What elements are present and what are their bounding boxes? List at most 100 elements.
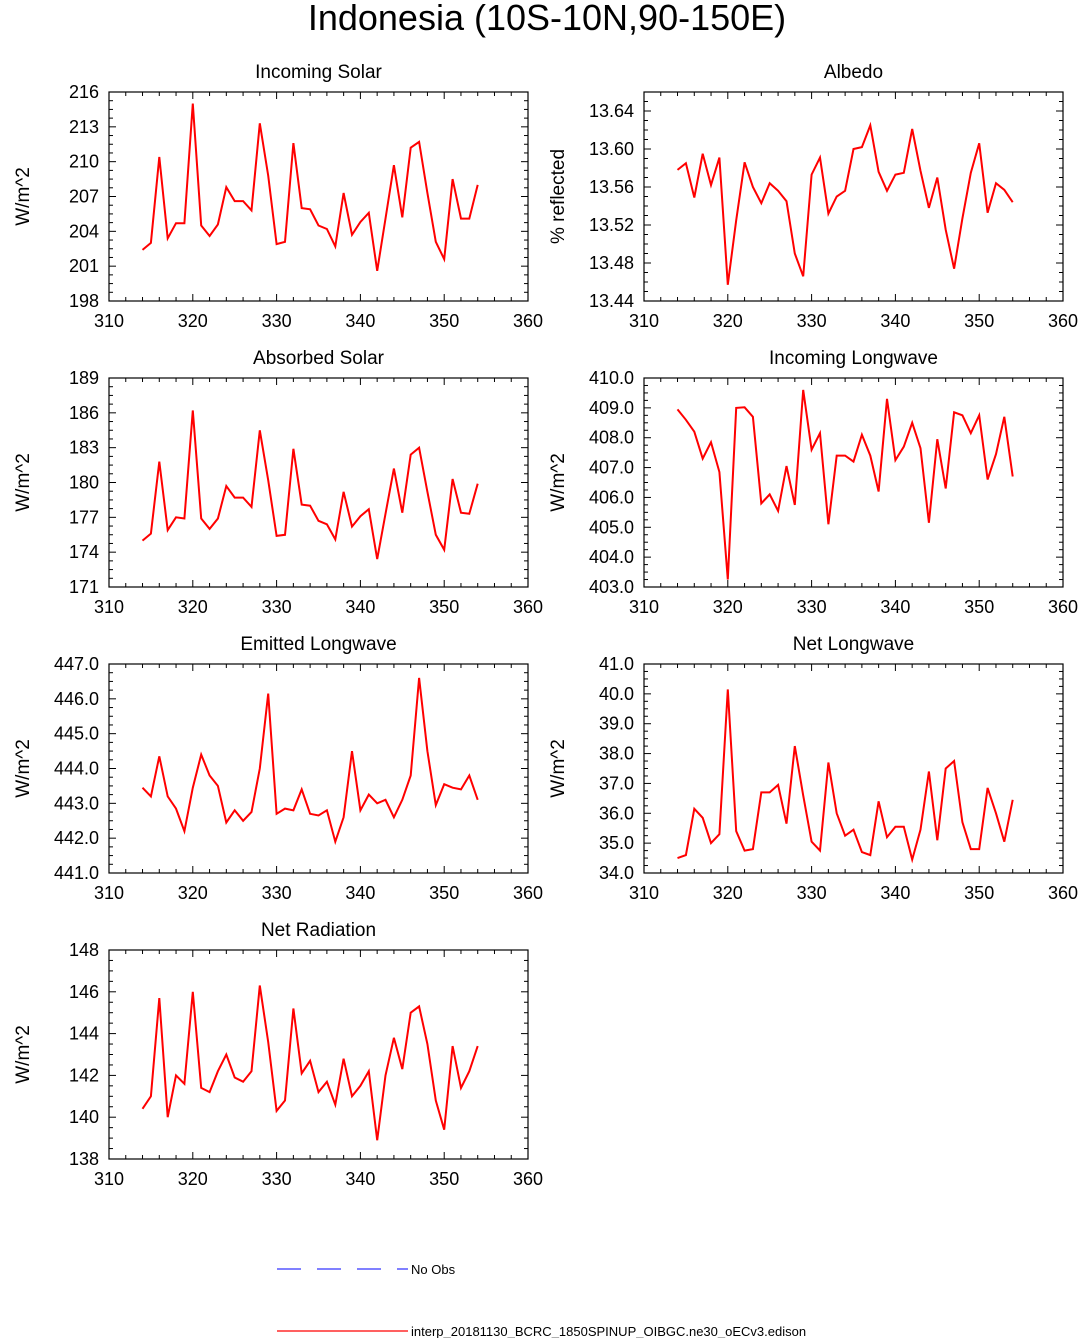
- x-tick-label: 310: [629, 311, 659, 331]
- y-axis-label: W/m^2: [13, 1025, 34, 1084]
- x-tick-label: 360: [1048, 597, 1078, 617]
- series-line-emitted-longwave: [141, 677, 479, 846]
- y-tick-label: 37.0: [599, 773, 634, 793]
- y-tick-label: 441.0: [54, 863, 99, 883]
- x-tick-label: 340: [880, 311, 910, 331]
- x-tick-label: 360: [1048, 311, 1078, 331]
- x-tick-label: 330: [797, 883, 827, 903]
- figure-title: Indonesia (10S-10N,90-150E): [308, 0, 786, 38]
- y-tick-label: 204: [69, 221, 99, 241]
- panel-title: Albedo: [824, 62, 883, 83]
- x-tick-label: 350: [429, 597, 459, 617]
- x-tick-label: 350: [964, 597, 994, 617]
- panel-incoming-longwave: Incoming Longwave 310 320 330 340 350 360 403.0…: [548, 348, 1078, 617]
- y-tick-label: 408.0: [589, 428, 634, 448]
- panel-net-radiation: Net Radiation 310 320 330 340 350 360 138 140 142…: [13, 920, 543, 1189]
- y-tick-label: 210: [69, 152, 99, 172]
- y-tick-label: 446.0: [54, 689, 99, 709]
- panel-title: Incoming Longwave: [769, 348, 938, 369]
- panel-title: Incoming Solar: [255, 62, 382, 83]
- x-tick-label: 320: [713, 311, 743, 331]
- x-tick-label: 350: [964, 883, 994, 903]
- series-line-albedo: [676, 121, 1014, 285]
- panel-title: Net Longwave: [793, 634, 914, 655]
- plot-frame: [108, 663, 529, 874]
- x-tick-label: 330: [262, 1169, 292, 1189]
- y-tick-label: 146: [69, 982, 99, 1002]
- y-axis-label: % reflected: [548, 149, 569, 244]
- y-axis-label: W/m^2: [548, 739, 569, 798]
- x-tick-label: 310: [629, 883, 659, 903]
- y-tick-label: 36.0: [599, 803, 634, 823]
- x-tick-label: 360: [1048, 883, 1078, 903]
- panel-absorbed-solar: Absorbed Solar 310 320 330 340 350 360 171 174 17…: [13, 348, 543, 617]
- panel-net-longwave: Net Longwave 310 320 330 340 350 360 34.0 35.0 36…: [548, 634, 1078, 903]
- y-tick-label: 201: [69, 256, 99, 276]
- y-tick-label: 186: [69, 403, 99, 423]
- x-tick-label: 310: [94, 883, 124, 903]
- y-tick-label: 447.0: [54, 654, 99, 674]
- x-tick-label: 320: [713, 597, 743, 617]
- y-tick-label: 171: [69, 577, 99, 597]
- x-tick-label: 330: [262, 883, 292, 903]
- x-tick-label: 310: [629, 597, 659, 617]
- x-tick-label: 310: [94, 597, 124, 617]
- x-tick-label: 340: [880, 597, 910, 617]
- x-tick-label: 320: [178, 597, 208, 617]
- y-tick-label: 13.56: [589, 177, 634, 197]
- y-axis-label: W/m^2: [13, 739, 34, 798]
- y-tick-label: 13.44: [589, 291, 634, 311]
- plot-frame: [108, 91, 529, 302]
- x-tick-label: 320: [178, 1169, 208, 1189]
- y-tick-label: 445.0: [54, 724, 99, 744]
- x-tick-label: 340: [345, 311, 375, 331]
- x-tick-label: 350: [429, 1169, 459, 1189]
- plot-frame: [643, 663, 1064, 874]
- x-tick-label: 340: [345, 597, 375, 617]
- legend-model-label: interp_20181130_BCRC_1850SPINUP_OIBGC.ne…: [411, 1324, 806, 1338]
- x-tick-label: 360: [513, 597, 543, 617]
- panels: Incoming Solar 310 320 330 340 350 360 198 201 20…: [13, 62, 1078, 1189]
- x-tick-label: 330: [797, 597, 827, 617]
- x-tick-label: 330: [262, 311, 292, 331]
- y-tick-label: 34.0: [599, 863, 634, 883]
- y-tick-label: 142: [69, 1065, 99, 1085]
- y-tick-label: 198: [69, 291, 99, 311]
- y-tick-label: 189: [69, 368, 99, 388]
- y-tick-label: 410.0: [589, 368, 634, 388]
- legend: No Obs interp_20181130_BCRC_1850SPINUP_O…: [277, 1262, 806, 1338]
- x-tick-label: 330: [262, 597, 292, 617]
- y-tick-label: 35.0: [599, 833, 634, 853]
- x-tick-label: 340: [880, 883, 910, 903]
- y-tick-label: 213: [69, 117, 99, 137]
- y-tick-label: 39.0: [599, 714, 634, 734]
- y-tick-label: 403.0: [589, 577, 634, 597]
- x-tick-label: 360: [513, 1169, 543, 1189]
- panel-title: Absorbed Solar: [253, 348, 385, 369]
- y-tick-label: 207: [69, 187, 99, 207]
- y-tick-label: 183: [69, 438, 99, 458]
- y-tick-label: 41.0: [599, 654, 634, 674]
- y-tick-label: 148: [69, 940, 99, 960]
- x-tick-label: 320: [713, 883, 743, 903]
- y-tick-label: 144: [69, 1024, 99, 1044]
- y-tick-label: 13.60: [589, 139, 634, 159]
- x-tick-label: 320: [178, 883, 208, 903]
- x-tick-label: 330: [797, 311, 827, 331]
- y-tick-label: 13.64: [589, 101, 634, 121]
- x-tick-label: 350: [964, 311, 994, 331]
- y-tick-label: 40.0: [599, 684, 634, 704]
- panel-albedo: Albedo 310 320 330 340 350 360 13.44 13.48 13.52 1…: [548, 62, 1078, 331]
- plot-frame: [108, 377, 529, 588]
- x-tick-label: 360: [513, 311, 543, 331]
- plot-frame: [108, 949, 529, 1160]
- series-line-incoming-longwave: [676, 389, 1014, 580]
- x-tick-label: 340: [345, 883, 375, 903]
- x-tick-label: 350: [429, 311, 459, 331]
- y-tick-label: 407.0: [589, 458, 634, 478]
- y-tick-label: 442.0: [54, 828, 99, 848]
- y-tick-label: 405.0: [589, 517, 634, 537]
- y-tick-label: 404.0: [589, 547, 634, 567]
- panel-incoming-solar: Incoming Solar 310 320 330 340 350 360 198 201 20…: [13, 62, 543, 331]
